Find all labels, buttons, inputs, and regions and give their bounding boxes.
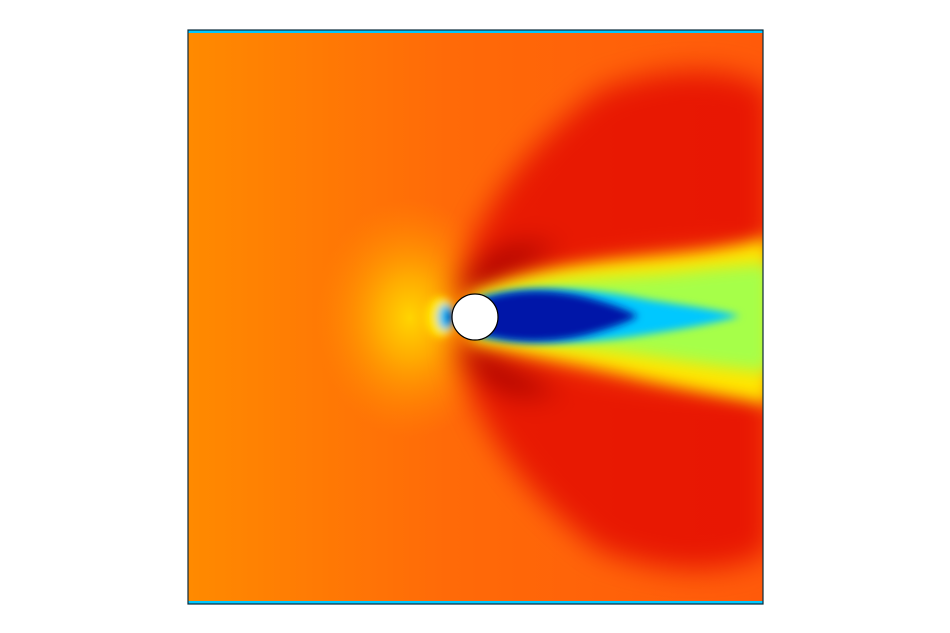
field-layer (188, 30, 763, 604)
top-wall-layer (188, 30, 763, 33)
front-pocket (426, 297, 454, 337)
stagnation-glow (315, 198, 505, 438)
bottom-wall-layer (188, 601, 763, 604)
domain-frame (187, 29, 764, 605)
high-velocity-lobes (455, 71, 763, 569)
wake-core (478, 290, 638, 342)
cylinder-obstacle (451, 293, 499, 341)
